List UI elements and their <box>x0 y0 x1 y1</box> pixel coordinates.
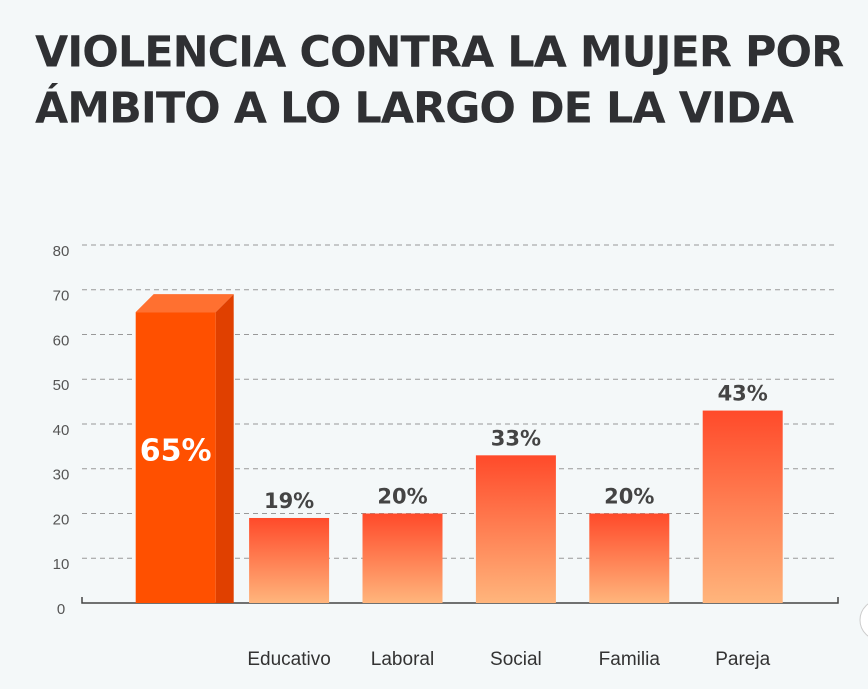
x-axis <box>81 597 839 604</box>
x-tick-label: Pareja <box>715 649 770 670</box>
bar <box>475 455 556 603</box>
chart-title: VIOLENCIA CONTRA LA MUJER POR <box>35 28 844 78</box>
bar <box>589 513 670 603</box>
y-tick-label: 0 <box>57 601 65 618</box>
scroll-button[interactable] <box>859 600 868 640</box>
bar <box>702 410 783 603</box>
y-tick-label: 20 <box>53 511 70 528</box>
value-label: 33% <box>491 426 541 450</box>
y-tick-label: 80 <box>53 243 70 260</box>
y-tick-label: 30 <box>53 467 70 484</box>
bar <box>135 312 216 603</box>
value-label: 65% <box>140 434 212 469</box>
value-label: 43% <box>718 382 768 406</box>
bar <box>249 517 330 603</box>
x-tick-label: Laboral <box>371 649 434 670</box>
bar-side <box>215 294 234 603</box>
chart-title: ÁMBITO A LO LARGO DE LA VIDA <box>35 83 795 134</box>
value-label: 19% <box>264 489 314 513</box>
y-tick-label: 40 <box>53 422 70 439</box>
value-label: 20% <box>604 485 654 509</box>
bar-top <box>135 294 234 313</box>
value-label: 20% <box>377 485 427 509</box>
x-tick-label: Educativo <box>247 649 330 670</box>
y-tick-label: 70 <box>53 288 70 305</box>
y-tick-label: 50 <box>53 377 70 394</box>
y-tick-label: 60 <box>53 332 70 349</box>
x-tick-label: Familia <box>599 649 661 670</box>
y-tick-label: 10 <box>53 556 70 573</box>
x-tick-label: Social <box>490 649 542 670</box>
bar <box>362 513 443 603</box>
